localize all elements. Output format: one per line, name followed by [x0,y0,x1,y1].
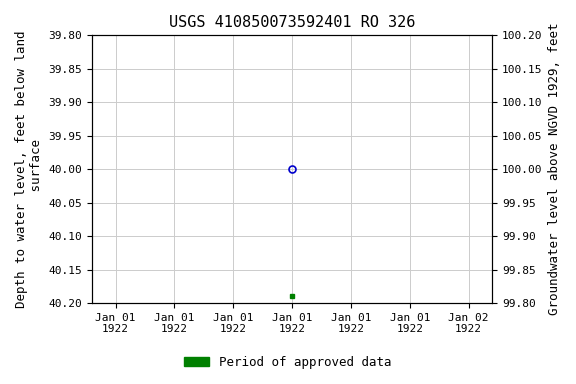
Y-axis label: Groundwater level above NGVD 1929, feet: Groundwater level above NGVD 1929, feet [548,23,561,316]
Y-axis label: Depth to water level, feet below land
 surface: Depth to water level, feet below land su… [15,30,43,308]
Title: USGS 410850073592401 RO 326: USGS 410850073592401 RO 326 [169,15,415,30]
Legend: Period of approved data: Period of approved data [179,351,397,374]
